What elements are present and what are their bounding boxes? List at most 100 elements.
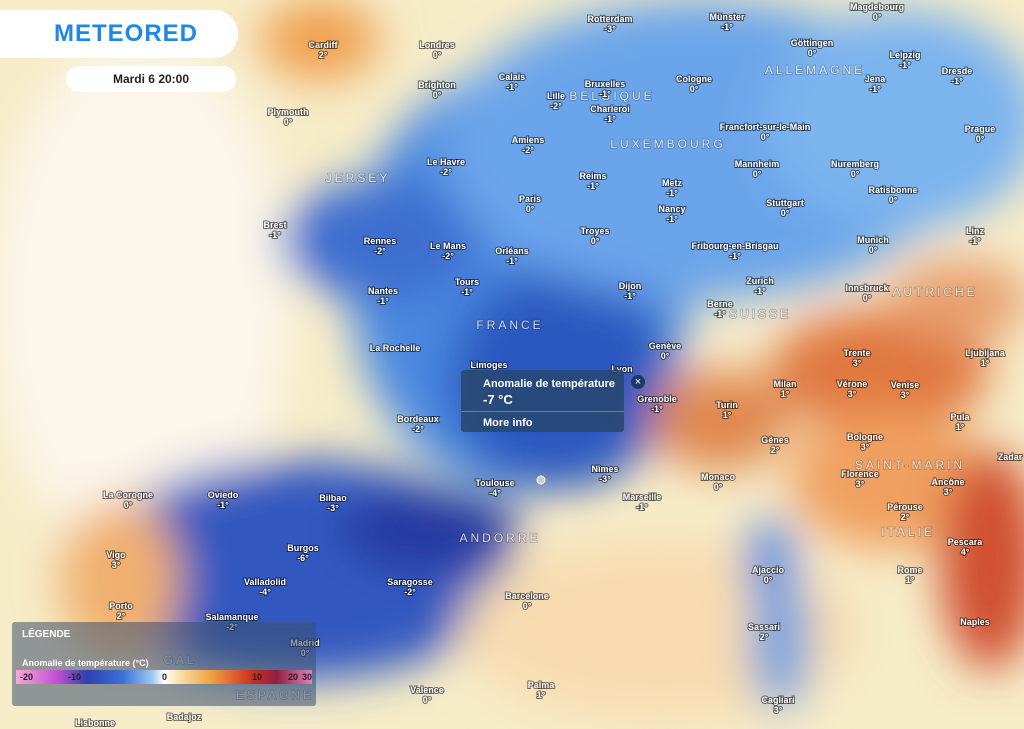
scale-label: 20 — [288, 672, 299, 682]
city-temperature: -1° — [869, 84, 881, 94]
more-info[interactable]: More info — [483, 417, 533, 429]
city-temperature: -6° — [297, 553, 309, 563]
city-name: Marseille — [623, 492, 662, 502]
popup-title: Anomalie de température — [483, 378, 616, 390]
city-name: Londres — [419, 40, 455, 50]
city-name: Münster — [709, 12, 745, 22]
country-label: SAINT-MARIN — [855, 458, 965, 472]
city-name: Lille — [547, 91, 565, 101]
city-temperature: -1° — [714, 309, 726, 319]
city-name: Lisbonne — [75, 718, 115, 728]
city-temperature: 0° — [423, 695, 432, 705]
city-name: Palma — [528, 680, 556, 690]
city-temperature: -1° — [269, 230, 281, 240]
city-name: Francfort-sur-le-Main — [720, 122, 811, 132]
city-name: Gênes — [761, 435, 789, 445]
city-name: Venise — [891, 380, 920, 390]
city-name: Rome — [897, 565, 922, 575]
city-temperature: 0° — [526, 204, 535, 214]
country-label: ITALIE — [881, 525, 935, 539]
selected-point — [536, 475, 546, 485]
city-name: Rotterdam — [587, 14, 632, 24]
city-temperature: -2° — [442, 251, 454, 261]
city-name: Fribourg-en-Brisgau — [692, 241, 779, 251]
city-name: Munich — [857, 235, 889, 245]
city-temperature: -1° — [636, 502, 648, 512]
city-name: Pula — [950, 412, 970, 422]
city-name: Cagliari — [761, 695, 794, 705]
map-labels: ALLEMAGNE BELGIQUE LUXEMBOURG JERSEY FRANCE S… — [74, 1, 1024, 729]
city-name: Plymouth — [267, 107, 308, 117]
city-temperature: 2° — [760, 632, 769, 642]
city-name: Magdebourg — [850, 2, 904, 12]
city-temperature: 2° — [319, 50, 328, 60]
city-name: Ajaccio — [752, 565, 785, 575]
city-temperature: -1° — [651, 404, 663, 414]
scale-label: 30 — [302, 672, 313, 682]
city-name: Grenoble — [637, 394, 677, 404]
scale-label: -20 — [20, 672, 34, 682]
city-temperature: 3° — [774, 705, 783, 715]
city-temperature: 0° — [764, 575, 773, 585]
city-temperature: -1° — [899, 60, 911, 70]
city-name: Nancy — [658, 204, 685, 214]
city-name: Linz — [966, 226, 984, 236]
city-name: Zurich — [746, 276, 774, 286]
city-name: Calais — [499, 72, 526, 82]
city-temperature: -1° — [729, 251, 741, 261]
city-temperature: 3° — [861, 442, 870, 452]
city-name: Amiens — [512, 135, 545, 145]
city-temperature: 4° — [961, 547, 970, 557]
city-name: Vérone — [837, 379, 868, 389]
city-temperature: 0° — [661, 351, 670, 361]
city-name: Saragosse — [387, 577, 433, 587]
city-name: Göttingen — [791, 38, 834, 48]
city-temperature: 3° — [856, 479, 865, 489]
city-temperature: 0° — [523, 601, 532, 611]
city-temperature: 1° — [723, 410, 732, 420]
city-temperature: -1° — [217, 500, 229, 510]
city-name: Genève — [649, 341, 682, 351]
legend-title: LÉGENDE — [22, 629, 71, 640]
city-name: Innsbruck — [845, 283, 889, 293]
country-label: SUISSE — [729, 307, 791, 321]
city-temperature: 0° — [781, 208, 790, 218]
city-temperature: -2° — [440, 167, 452, 177]
city-name: Stuttgart — [766, 198, 804, 208]
logo[interactable]: METEORED — [0, 10, 238, 58]
city-name: Charleroi — [590, 104, 630, 114]
city-name: Leipzig — [890, 50, 921, 60]
scale-label: -10 — [68, 672, 82, 682]
city-temperature: -1° — [461, 287, 473, 297]
city-temperature: 3° — [112, 560, 121, 570]
city-name: Limoges — [470, 360, 507, 370]
city-name: Burgos — [287, 543, 319, 553]
city-temperature: 1° — [781, 389, 790, 399]
city-temperature: -1° — [666, 214, 678, 224]
scale-label: 0 — [162, 672, 168, 682]
city-temperature: 0° — [690, 84, 699, 94]
city-temperature: 0° — [873, 12, 882, 22]
city-temperature: 1° — [906, 575, 915, 585]
city-temperature: -1° — [951, 76, 963, 86]
city-name: Rennes — [364, 236, 397, 246]
city-name: Pescara — [948, 537, 984, 547]
city-name: Florence — [841, 469, 879, 479]
city-name: Trente — [843, 348, 870, 358]
city-temperature: -1° — [754, 286, 766, 296]
legend-subtitle: Anomalie de température (°C) — [22, 658, 149, 668]
city-temperature: 0° — [808, 48, 817, 58]
city-temperature: -3° — [599, 474, 611, 484]
city-temperature: -1° — [604, 114, 616, 124]
city-temperature: -1° — [587, 181, 599, 191]
city-temperature: 3° — [901, 390, 910, 400]
color-scale — [16, 670, 312, 684]
country-label: FRANCE — [476, 318, 543, 332]
close-button[interactable]: × — [631, 375, 645, 389]
city-temperature: 0° — [761, 132, 770, 142]
city-name: Valladolid — [244, 577, 286, 587]
city-temperature: -4° — [259, 587, 271, 597]
popup: Anomalie de température -7 °C More info — [461, 370, 624, 432]
city-name: Nuremberg — [831, 159, 879, 169]
